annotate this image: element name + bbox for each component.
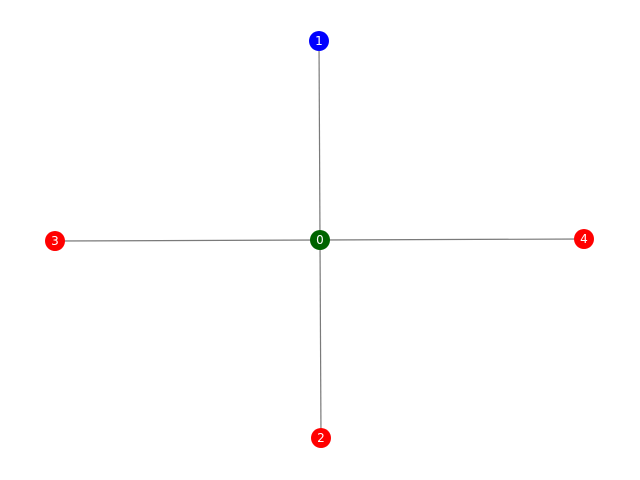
node-1: 1 (309, 31, 329, 51)
node-1-marker (309, 31, 329, 51)
edge-0-4 (319, 238, 585, 241)
node-3: 3 (45, 231, 65, 251)
nodes-group: 0 1 2 3 4 (45, 31, 594, 448)
node-3-marker (45, 231, 65, 251)
node-2-label: 2 (317, 431, 325, 445)
node-4-label: 4 (580, 232, 588, 246)
edges-group (54, 40, 585, 439)
node-1-label: 1 (315, 34, 323, 48)
node-0-label: 0 (316, 233, 324, 247)
edge-0-2 (319, 239, 322, 439)
edge-0-3 (54, 239, 321, 242)
edge-0-1 (318, 40, 321, 241)
node-0: 0 (310, 230, 330, 250)
node-4-marker (574, 229, 594, 249)
node-3-label: 3 (51, 234, 59, 248)
node-4: 4 (574, 229, 594, 249)
node-2: 2 (311, 428, 331, 448)
node-2-marker (311, 428, 331, 448)
node-0-marker (310, 230, 330, 250)
